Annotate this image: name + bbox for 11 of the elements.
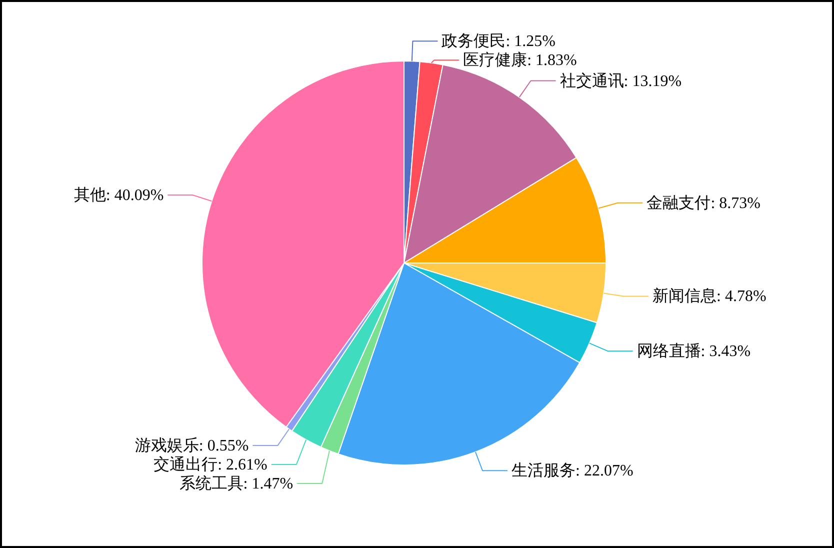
slice-label: 交通出行: 2.61% [154, 456, 268, 474]
slice-label: 其他: 40.09% [74, 186, 164, 204]
slice-label: 网络直播: 3.43% [636, 342, 751, 360]
slice-label: 生活服务: 22.07% [512, 462, 634, 480]
slice-label: 游戏娱乐: 0.55% [134, 436, 249, 455]
slice-label: 新闻信息: 4.78% [652, 287, 766, 306]
slice-label: 社交通讯: 13.19% [560, 72, 682, 90]
slice-label: 医疗健康: 1.83% [463, 51, 577, 70]
slice-label: 系统工具: 1.47% [179, 474, 294, 493]
slice-label: 政务便民: 1.25% [442, 33, 556, 50]
slice-label: 金融支付: 8.73% [646, 194, 760, 212]
